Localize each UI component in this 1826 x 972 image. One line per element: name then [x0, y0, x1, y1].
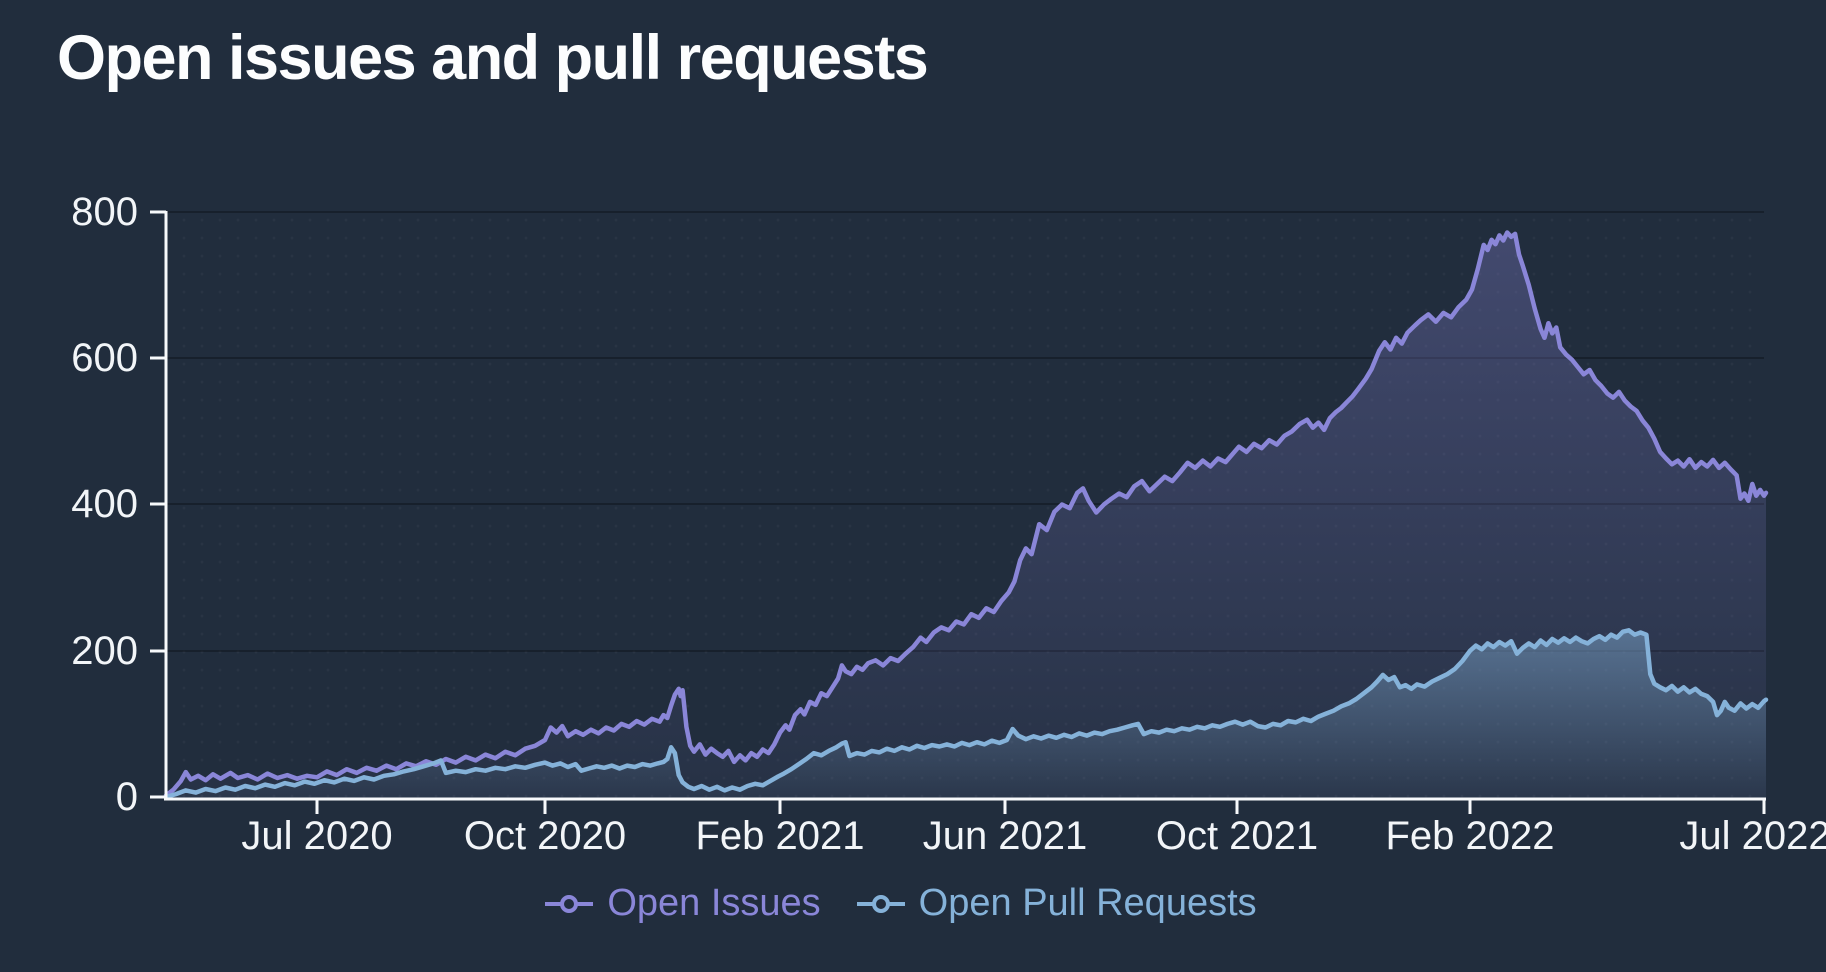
chart-title: Open issues and pull requests: [57, 23, 929, 93]
x-tick-label-jul-2020: Jul 2020: [241, 814, 393, 858]
y-tick-label-800: 800: [71, 190, 138, 234]
open-issues-area: [166, 232, 1766, 798]
x-tick-label-jun-2021: Jun 2021: [922, 814, 1088, 858]
legend-item-open-issues[interactable]: Open Issues: [543, 882, 821, 925]
y-tick-label-400: 400: [71, 482, 138, 526]
line-circle-marker-icon: [545, 894, 594, 913]
y-tick-label-200: 200: [71, 629, 138, 673]
x-tick-label-feb-2022: Feb 2022: [1385, 814, 1555, 858]
x-tick-label-oct-2021: Oct 2021: [1155, 814, 1319, 858]
x-tick-label-oct-2020: Oct 2020: [463, 814, 627, 858]
x-tick-label-jul-2022: Jul 2022: [1679, 814, 1826, 858]
open-issues-line: [163, 230, 1769, 798]
legend-item-open-pull-requests[interactable]: Open Pull Requests: [855, 882, 1257, 925]
x-tick-label-feb-2021: Feb 2021: [695, 814, 865, 858]
legend-label-open-issues: Open Issues: [607, 882, 821, 924]
legend-label-open-pull-requests: Open Pull Requests: [918, 882, 1257, 924]
open-pull-requests-line: [163, 628, 1769, 800]
line-circle-marker-icon: [856, 894, 905, 913]
open-pull-requests-area: [166, 630, 1766, 798]
y-tick-label-600: 600: [71, 336, 138, 380]
x-axis-ticks: [315, 799, 1766, 814]
y-tick-label-0: 0: [115, 775, 138, 819]
y-axis-ticks: [150, 210, 166, 799]
legend: Open Issues Open Pull Requests: [0, 882, 1800, 925]
